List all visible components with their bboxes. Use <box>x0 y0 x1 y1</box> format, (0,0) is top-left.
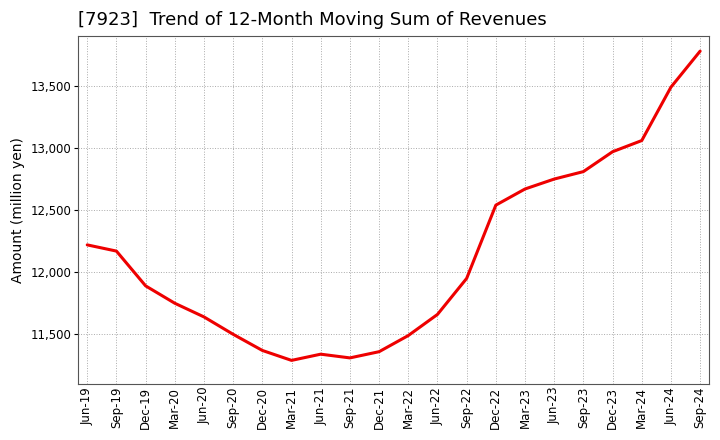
Text: [7923]  Trend of 12-Month Moving Sum of Revenues: [7923] Trend of 12-Month Moving Sum of R… <box>78 11 547 29</box>
Y-axis label: Amount (million yen): Amount (million yen) <box>11 137 25 283</box>
